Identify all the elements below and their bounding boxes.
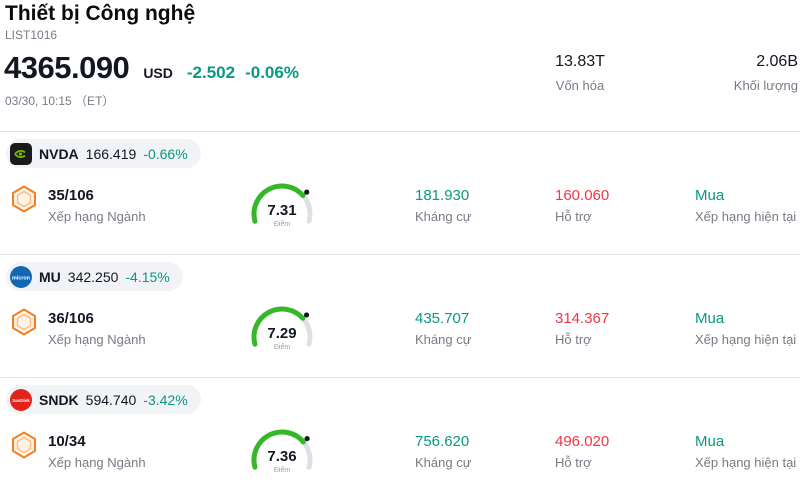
- industry-rank-badge-icon: [9, 430, 39, 460]
- stock-section-nvda: NVDA 166.419 -0.66% 35/106 Xếp hạng Ngàn…: [0, 131, 800, 254]
- index-change-pct: -0.06%: [245, 63, 299, 82]
- resistance-label: Kháng cự: [415, 455, 472, 470]
- score-value: 7.29: [267, 325, 297, 342]
- resistance-label: Kháng cự: [415, 209, 472, 224]
- volume-stat: 2.06B Khối lượng: [668, 53, 798, 93]
- stock-price: 166.419: [85, 145, 137, 162]
- resistance-label: Kháng cự: [415, 332, 472, 347]
- resistance-value: 435.707: [415, 310, 470, 327]
- support-value: 314.367: [555, 310, 610, 327]
- score-gauge: 7.31 Điểm: [240, 176, 324, 240]
- volume-value: 2.06B: [756, 53, 798, 70]
- industry-rank: 36/106 Xếp hạng Ngành: [48, 310, 146, 347]
- support-value: 160.060: [555, 187, 610, 204]
- stock-change: -3.42%: [143, 391, 188, 408]
- industry-rank-badge-icon: [9, 307, 39, 337]
- index-price: 4365.090: [4, 50, 130, 85]
- svg-text:micron: micron: [12, 275, 30, 281]
- resistance-col: 181.930 Kháng cự: [415, 187, 471, 224]
- support-label: Hỗ trợ: [555, 332, 592, 347]
- industry-rank-label: Xếp hạng Ngành: [48, 209, 146, 224]
- stock-price: 594.740: [85, 391, 137, 408]
- score-gauge: 7.29 Điểm: [240, 299, 324, 363]
- stock-change: -0.66%: [143, 145, 188, 162]
- support-col: 496.020 Hỗ trợ: [555, 433, 609, 470]
- ticker-symbol: NVDA: [39, 145, 79, 162]
- score-gauge: 7.36 Điểm: [240, 422, 324, 486]
- industry-rank: 35/106 Xếp hạng Ngành: [48, 187, 146, 224]
- industry-rank: 10/34 Xếp hạng Ngành: [48, 433, 146, 470]
- rating-label: Xếp hạng hiện tại: [695, 332, 797, 347]
- market-cap-value: 13.83T: [555, 53, 605, 70]
- stock-price: 342.250: [67, 268, 119, 285]
- index-price-row: 4365.090 USD -2.502 -0.06%: [4, 50, 299, 86]
- stock-section-sndk: SanDisk SNDK 594.740 -3.42% 10/34 Xếp hạ…: [0, 377, 800, 488]
- page-title: Thiết bị Công nghệ: [5, 2, 196, 25]
- stock-section-mu: micron MU 342.250 -4.15% 36/106 Xếp hạng…: [0, 254, 800, 377]
- micron-logo-icon: micron: [10, 265, 32, 288]
- stock-pill-sndk[interactable]: SanDisk SNDK 594.740 -3.42%: [6, 385, 201, 414]
- index-change: -2.502 -0.06%: [187, 63, 299, 83]
- rating-value: Mua: [695, 187, 725, 204]
- rating-col: Mua Xếp hạng hiện tại: [695, 187, 796, 224]
- rating-col: Mua Xếp hạng hiện tại: [695, 433, 796, 470]
- sandisk-logo-icon: SanDisk: [10, 388, 32, 411]
- volume-label: Khối lượng: [733, 78, 798, 93]
- resistance-col: 756.620 Kháng cự: [415, 433, 471, 470]
- rating-col: Mua Xếp hạng hiện tại: [695, 310, 796, 347]
- ticker-symbol: SNDK: [39, 391, 79, 408]
- rating-value: Mua: [695, 310, 725, 327]
- score-value: 7.36: [267, 448, 297, 465]
- industry-rank-value: 36/106: [48, 310, 94, 327]
- svg-text:SanDisk: SanDisk: [12, 397, 30, 402]
- market-cap-stat: 13.83T Vốn hóa: [540, 53, 620, 93]
- stock-change: -4.15%: [125, 268, 170, 285]
- support-value: 496.020: [555, 433, 610, 450]
- index-change-abs: -2.502: [186, 63, 236, 82]
- list-id: LIST1016: [5, 28, 58, 42]
- score-value: 7.31: [267, 202, 297, 219]
- resistance-value: 181.930: [415, 187, 470, 204]
- industry-rank-value: 35/106: [48, 187, 94, 204]
- nvidia-logo-icon: [10, 142, 32, 165]
- market-cap-label: Vốn hóa: [555, 78, 605, 93]
- quote-datetime: 03/30, 10:15 （ET）: [5, 94, 115, 108]
- score-label: Điểm: [273, 344, 291, 351]
- ticker-symbol: MU: [39, 268, 61, 285]
- industry-rank-value: 10/34: [48, 433, 86, 450]
- stock-pill-nvda[interactable]: NVDA 166.419 -0.66%: [6, 139, 201, 168]
- resistance-col: 435.707 Kháng cự: [415, 310, 471, 347]
- score-label: Điểm: [273, 221, 291, 228]
- industry-rank-label: Xếp hạng Ngành: [48, 455, 146, 470]
- industry-rank-badge-icon: [9, 184, 39, 214]
- support-col: 314.367 Hỗ trợ: [555, 310, 609, 347]
- rating-label: Xếp hạng hiện tại: [695, 455, 797, 470]
- rating-value: Mua: [695, 433, 725, 450]
- support-col: 160.060 Hỗ trợ: [555, 187, 609, 224]
- rating-label: Xếp hạng hiện tại: [695, 209, 797, 224]
- industry-rank-label: Xếp hạng Ngành: [48, 332, 146, 347]
- score-label: Điểm: [273, 467, 291, 474]
- stock-pill-mu[interactable]: micron MU 342.250 -4.15%: [6, 262, 183, 291]
- resistance-value: 756.620: [415, 433, 470, 450]
- support-label: Hỗ trợ: [555, 455, 592, 470]
- currency-label: USD: [143, 65, 173, 81]
- support-label: Hỗ trợ: [555, 209, 592, 224]
